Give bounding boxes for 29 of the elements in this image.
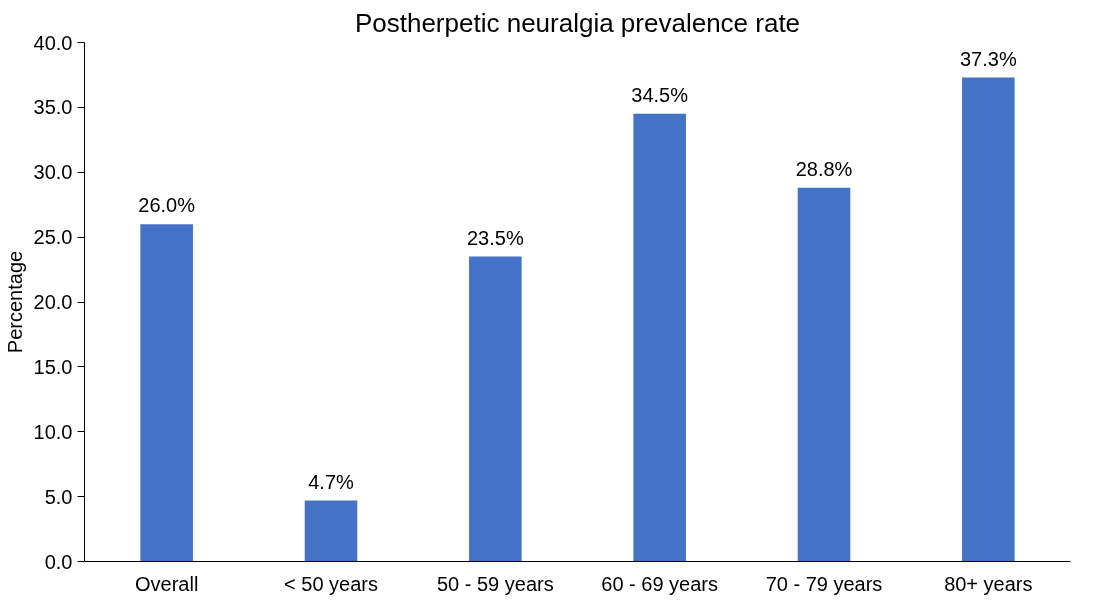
bar bbox=[797, 187, 851, 562]
y-tick-label: 20.0 bbox=[33, 291, 73, 313]
x-tick-label: 50 - 59 years bbox=[436, 572, 554, 595]
bar bbox=[633, 113, 686, 562]
y-tick-label: 25.0 bbox=[33, 226, 73, 249]
y-tick-label: 35.0 bbox=[33, 96, 73, 119]
data-label: 37.3% bbox=[959, 47, 1017, 70]
data-label: 23.5% bbox=[466, 226, 524, 249]
data-label: 34.5% bbox=[631, 83, 689, 106]
y-tick-label: 40.0 bbox=[33, 31, 73, 54]
x-tick-label: < 50 years bbox=[284, 572, 378, 595]
bar bbox=[140, 224, 193, 562]
bar bbox=[304, 500, 358, 562]
x-tick-label: Overall bbox=[134, 572, 199, 595]
x-tick-label: 80+ years bbox=[944, 572, 1033, 595]
y-axis-title: Percentage bbox=[3, 250, 26, 354]
data-label: 26.0% bbox=[138, 194, 196, 217]
y-tick-label: 0.0 bbox=[44, 550, 73, 573]
y-tick-label: 5.0 bbox=[44, 485, 73, 508]
chart-title: Postherpetic neuralgia prevalence rate bbox=[354, 7, 801, 38]
y-tick-label: 15.0 bbox=[33, 355, 73, 378]
bar bbox=[962, 77, 1015, 562]
y-tick-label: 30.0 bbox=[33, 161, 73, 184]
y-tick-label: 10.0 bbox=[33, 420, 73, 443]
x-tick-label: 70 - 79 years bbox=[765, 572, 883, 595]
data-label: 4.7% bbox=[308, 470, 355, 493]
x-tick-label: 60 - 69 years bbox=[601, 572, 719, 595]
bar bbox=[469, 256, 522, 562]
data-label: 28.8% bbox=[795, 157, 853, 180]
